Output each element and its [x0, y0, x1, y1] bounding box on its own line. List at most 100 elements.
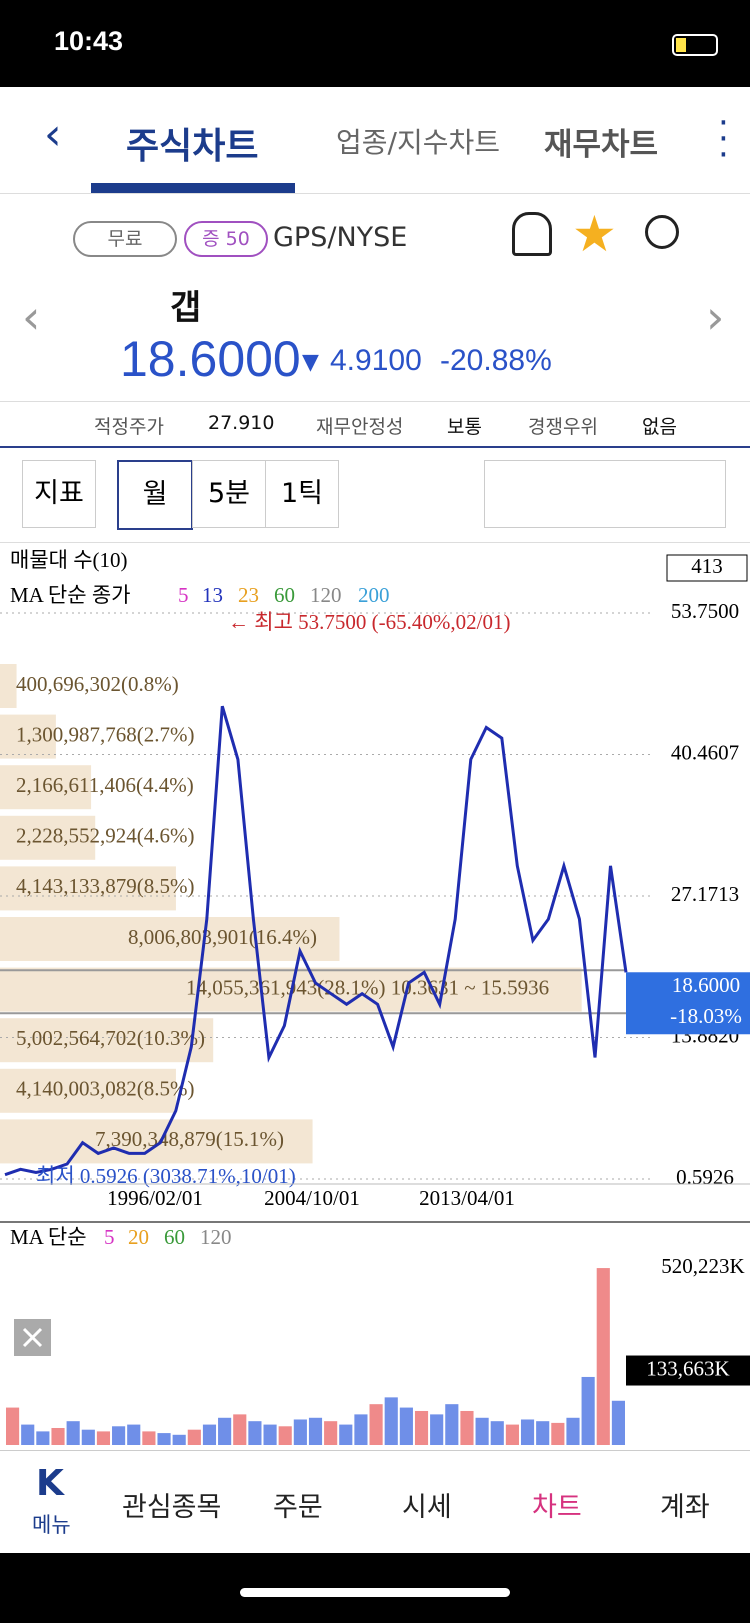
nav-item[interactable]: 계좌: [660, 1492, 710, 1523]
chart-title: 매물대 수(10): [10, 548, 128, 572]
info-value: 27.910: [208, 412, 275, 434]
current-price-box: [626, 972, 750, 1035]
battery: [672, 34, 718, 56]
tab-underline: [91, 183, 295, 193]
volume-bar: [187, 1429, 201, 1445]
tool-button[interactable]: 1틱: [265, 460, 339, 528]
info-label: 재무안정성: [316, 416, 404, 438]
tool-button[interactable]: 지표: [22, 460, 96, 528]
volume-bar: [6, 1407, 20, 1445]
info-value: 없음: [642, 416, 677, 438]
info-value: 보통: [447, 416, 482, 438]
y-tick-label: 53.7500: [671, 599, 739, 623]
nav-item[interactable]: 시세: [402, 1492, 452, 1523]
back[interactable]: ‹: [44, 109, 62, 160]
volume-bar: [460, 1410, 474, 1445]
tool-button[interactable]: 5분: [192, 460, 266, 528]
stock-name: 갭: [170, 288, 202, 328]
count: 413: [691, 554, 723, 578]
price: 18.6000: [120, 331, 301, 387]
volume-bar: [596, 1268, 610, 1445]
current-volume-box: [626, 1355, 750, 1386]
volume-bar: [354, 1414, 368, 1445]
volume-bar: [399, 1407, 413, 1445]
ma-period: 13: [202, 583, 223, 607]
ma-period: 120: [200, 1225, 232, 1249]
change: 4.9100: [330, 344, 422, 377]
tool-button[interactable]: 월: [117, 460, 193, 530]
tab[interactable]: 재무차트: [544, 127, 659, 163]
volume-bar: [414, 1410, 429, 1445]
ma-title: MA 단순: [10, 1225, 87, 1249]
close-line: [4, 705, 628, 1177]
ma-period: 200: [358, 583, 390, 607]
volume-bar: [339, 1424, 353, 1445]
volume-bar: [157, 1433, 171, 1445]
volume-bar: [324, 1421, 338, 1445]
more[interactable]: · · ·: [718, 103, 729, 175]
profile-label: 14,055,361,943(28.1%) 10.3631 ~ 15.5936: [186, 975, 549, 999]
profile-label: 7,390,348,879(15.1%): [95, 1127, 284, 1151]
tab-bar: ‹ 주식차트 업종/지수차트 재무차트 · · ·: [0, 87, 750, 194]
menu-logo[interactable]: K: [36, 1463, 64, 1504]
volume-bar: [51, 1427, 65, 1445]
nav-item[interactable]: 관심종목: [122, 1492, 222, 1523]
ma-period: 120: [310, 583, 342, 607]
home-area: [0, 1553, 750, 1623]
search-icon[interactable]: [645, 215, 679, 249]
volume-bar: [202, 1424, 217, 1445]
profile-bar: [0, 664, 17, 708]
toolbar: 지표 월 5분 1틱: [0, 447, 750, 543]
profile-label: 1,300,987,768(2.7%): [16, 722, 194, 746]
profile-bar: [0, 714, 56, 759]
favorite-icon[interactable]: ★: [572, 205, 617, 263]
volume-bar: [536, 1421, 550, 1445]
profile-bar: [0, 765, 92, 810]
profile-label: 8,006,803,901(16.4%): [128, 925, 317, 949]
y-tick-label: 40.4607: [671, 740, 739, 764]
tab[interactable]: 업종/지수차트: [336, 126, 500, 159]
next[interactable]: ›: [706, 290, 725, 344]
nav-item[interactable]: 차트: [532, 1492, 582, 1523]
volume-bar: [430, 1414, 444, 1445]
x-tick-label: 1996/02/01: [107, 1186, 203, 1210]
nav-item[interactable]: 메뉴: [32, 1513, 71, 1537]
volume-bar: [36, 1431, 50, 1445]
ma-period: 5: [104, 1225, 115, 1249]
alert-icon[interactable]: [512, 212, 552, 256]
ma-period: 60: [164, 1225, 185, 1249]
volume-bar: [233, 1414, 247, 1445]
volume-bar: [263, 1424, 277, 1445]
icon-buttons[interactable]: [484, 460, 726, 528]
profile-bar: [0, 1119, 313, 1164]
prev[interactable]: ‹: [22, 290, 41, 344]
time: 10:43: [54, 26, 124, 56]
volume-bar: [308, 1417, 323, 1445]
bottom-nav: K 메뉴 관심종목 주문 시세 차트 계좌: [0, 1450, 750, 1554]
volume-bar: [490, 1421, 504, 1445]
change-pct: -20.88%: [440, 344, 552, 377]
down-arrow: ▼: [302, 350, 319, 375]
profile-label: 5,002,564,702(10.3%): [16, 1026, 205, 1050]
ma-period: 23: [238, 583, 259, 607]
profile-label: 4,143,133,879(8.5%): [16, 874, 194, 898]
volume-bar: [96, 1431, 111, 1445]
tab[interactable]: 주식차트: [126, 126, 259, 167]
y-tick-label: 27.1713: [671, 882, 739, 906]
nav-item[interactable]: 주문: [273, 1492, 323, 1523]
profile-bar: [0, 1068, 176, 1113]
close-x: [22, 1327, 43, 1348]
info-label: 적정주가: [94, 416, 164, 438]
y-tick-label: 0.5926: [676, 1165, 734, 1189]
volume-bar: [475, 1417, 489, 1445]
info-row: 적정주가 27.910 재무안정성 보통 경쟁우위 없음: [0, 401, 750, 448]
ma-title: MA 단순 종가: [10, 583, 130, 607]
volume-bar: [248, 1421, 262, 1445]
profile-label: 4,140,003,082(8.5%): [16, 1077, 194, 1101]
info-label: 경쟁우위: [528, 416, 598, 438]
volume-bar: [127, 1424, 141, 1445]
volume-bar: [112, 1426, 126, 1445]
profile-bar: [0, 815, 96, 860]
profile-bar: [0, 866, 176, 911]
